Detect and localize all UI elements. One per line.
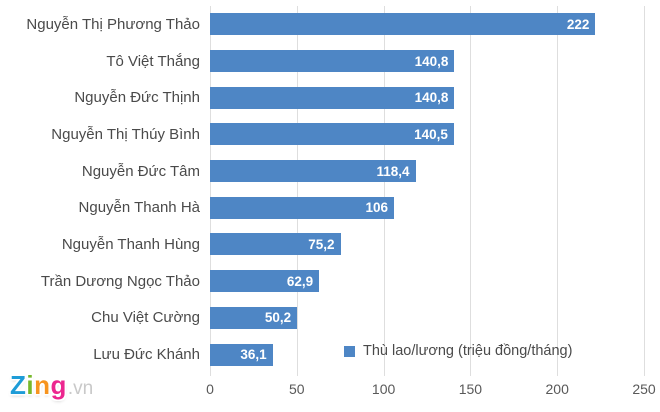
category-label: Nguyễn Thị Phương Thảo (26, 15, 200, 33)
bar-row: Nguyễn Thanh Hà 106 (0, 189, 660, 226)
bar-track: 62,9 (210, 263, 644, 300)
bar: 140,8 (210, 86, 455, 109)
bar: 106 (210, 196, 395, 219)
bar-track: 36,1 (210, 336, 644, 373)
bar: 62,9 (210, 270, 320, 293)
x-axis: 0 50 100 150 200 250 (206, 381, 656, 401)
logo-suffix: .vn (67, 378, 94, 399)
logo-letter: i (26, 370, 35, 400)
bar-value-label: 140,8 (414, 53, 449, 69)
bar-track: 140,8 (210, 43, 644, 80)
bar-row: Nguyễn Thị Phương Thảo 222 (0, 6, 660, 43)
bar: 36,1 (210, 343, 273, 366)
bar-track: 222 (210, 6, 644, 43)
bar-rows: Nguyễn Thị Phương Thảo 222 Tô Việt Thắng… (0, 6, 660, 373)
gridline (210, 6, 211, 376)
bar: 75,2 (210, 233, 341, 256)
bar-row: Lưu Đức Khánh 36,1 (0, 336, 660, 373)
category-label: Trần Dương Ngọc Thảo (40, 272, 200, 290)
bar-value-label: 140,5 (414, 126, 448, 142)
x-tick-label: 250 (632, 381, 656, 397)
legend-label: Thù lao/lương (triệu đồng/tháng) (363, 343, 573, 359)
bar-track: 50,2 (210, 300, 644, 337)
bar-value-label: 50,2 (264, 310, 292, 326)
category-label: Nguyễn Đức Tâm (81, 162, 200, 180)
bar-track: 75,2 (210, 226, 644, 263)
bar: 222 (210, 13, 596, 36)
category-label: Tô Việt Thắng (106, 52, 200, 70)
legend: Thù lao/lương (triệu đồng/tháng) (344, 343, 572, 359)
bar-track: 140,8 (210, 79, 644, 116)
bar-row: Nguyễn Đức Tâm 118,4 (0, 153, 660, 190)
bar-row: Nguyễn Đức Thịnh 140,8 (0, 79, 660, 116)
bar: 118,4 (210, 160, 416, 183)
category-label: Nguyễn Đức Thịnh (74, 89, 200, 107)
gridline (383, 6, 385, 376)
bar-track: 140,5 (210, 116, 644, 153)
bar-value-label: 222 (566, 16, 590, 32)
bar-row: Trần Dương Ngọc Thảo 62,9 (0, 263, 660, 300)
bar-value-label: 75,2 (308, 236, 335, 252)
x-tick-label: 150 (458, 381, 483, 397)
logo-letter: g (50, 370, 67, 400)
bar-track: 118,4 (210, 153, 644, 190)
category-label: Lưu Đức Khánh (93, 346, 200, 364)
category-label: Nguyễn Thanh Hà (78, 199, 200, 217)
gridline (296, 6, 298, 376)
gridline (557, 6, 559, 376)
bar-row: Tô Việt Thắng 140,8 (0, 43, 660, 80)
category-label: Nguyễn Thị Thúy Bình (51, 125, 200, 143)
gridline (470, 6, 472, 376)
x-tick-label: 100 (371, 381, 396, 397)
bar-value-label: 106 (365, 200, 389, 216)
bar-value-label: 118,4 (376, 163, 410, 179)
bar-value-label: 62,9 (286, 273, 314, 289)
category-label: Chu Việt Cường (91, 309, 200, 327)
legend-marker-icon (344, 345, 355, 357)
zing-vn-logo: Z i n g .vn (10, 370, 93, 401)
bar-row: Nguyễn Thị Thúy Bình 140,5 (0, 116, 660, 153)
logo-letter: Z (10, 370, 27, 400)
x-tick-label: 0 (206, 381, 214, 397)
category-label: Nguyễn Thanh Hùng (61, 235, 200, 253)
bar-value-label: 36,1 (240, 347, 267, 363)
bar: 140,5 (210, 123, 454, 146)
bar-row: Chu Việt Cường 50,2 (0, 300, 660, 337)
logo-letter: n (34, 370, 51, 400)
gridline (644, 6, 645, 376)
x-tick-label: 200 (545, 381, 569, 397)
grid-layer (210, 6, 645, 376)
bar-value-label: 140,8 (414, 90, 449, 106)
bar-track: 106 (210, 189, 644, 226)
bar-row: Nguyễn Thanh Hùng 75,2 (0, 226, 660, 263)
bar: 140,8 (210, 50, 455, 73)
bar: 50,2 (210, 306, 298, 329)
x-tick-label: 50 (289, 381, 305, 397)
